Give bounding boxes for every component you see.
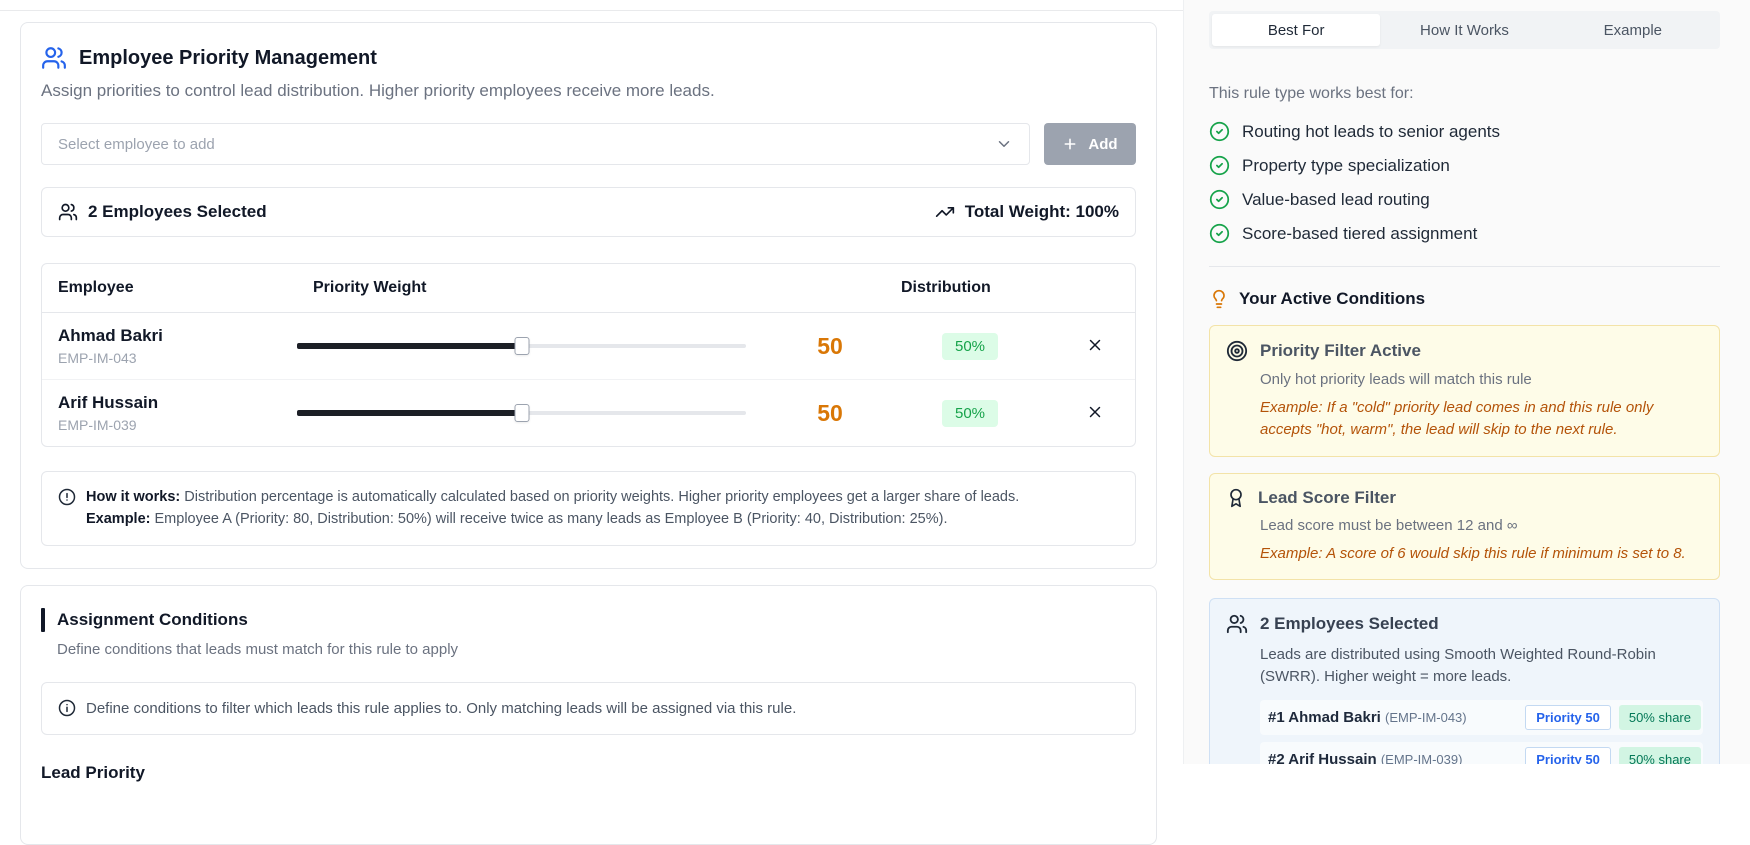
conditions-title: Assignment Conditions [57,609,248,629]
col-header-distribution: Distribution [901,279,991,296]
col-header-employee: Employee [58,279,134,296]
users-icon [58,202,78,222]
how-it-works-line: How it works: Distribution percentage is… [86,489,1020,505]
priority-weight-slider[interactable] [297,403,747,423]
employees-box-title: 2 Employees Selected [1260,614,1439,634]
alert-circle-icon [58,488,76,506]
lead-priority-label: Lead Priority [41,763,145,783]
condition-description: Lead score must be between 12 and ∞ [1260,516,1518,534]
how-it-works-example: Example: Employee A (Priority: 80, Distr… [86,511,948,528]
employee-summary-row: #1 Ahmad Bakri (EMP-IM-043) Priority 50 … [1260,699,1703,735]
employee-id: EMP-IM-043 [58,350,137,366]
close-icon [1086,403,1104,421]
section-accent-bar [41,607,45,632]
list-item: Routing hot leads to senior agents [1209,121,1720,142]
award-icon [1226,488,1246,508]
remove-employee-button[interactable] [1082,399,1108,428]
info-icon [58,699,76,717]
share-badge: 50% share [1618,746,1701,764]
priority-filter-card: Priority Filter Active Only hot priority… [1209,325,1720,457]
list-item: Value-based lead routing [1209,189,1720,210]
page-subtitle: Assign priorities to control lead distri… [41,81,715,100]
page-title: Employee Priority Management [79,46,377,69]
main-content: Employee Priority Management Assign prio… [20,22,1157,845]
tab-how-it-works[interactable]: How It Works [1420,21,1509,39]
add-button-label: Add [1088,135,1118,153]
employees-selected-card: 2 Employees Selected Leads are distribut… [1209,598,1720,764]
header-divider [0,10,1183,11]
remove-employee-button[interactable] [1082,332,1108,361]
lightbulb-icon [1209,289,1229,309]
condition-description: Only hot priority leads will match this … [1260,371,1532,388]
condition-title: Lead Score Filter [1258,487,1396,507]
distribution-badge: 50% [941,332,999,360]
employee-table: Employee Priority Weight Distribution Ah… [41,263,1136,447]
total-weight-value: Total Weight: 100% [964,202,1119,221]
employee-select[interactable]: Select employee to add [41,123,1030,165]
employees-selected-count: 2 Employees Selected [88,202,267,221]
sidebar-tabs: Best For How It Works Example [1209,11,1720,49]
users-icon [1226,613,1248,635]
chevron-down-icon [995,135,1013,153]
employee-select-placeholder: Select employee to add [58,135,215,153]
condition-title: Priority Filter Active [1260,341,1421,360]
users-icon [41,45,67,71]
slider-thumb[interactable] [514,404,530,422]
target-icon [1226,340,1248,362]
check-circle-icon [1209,223,1230,244]
assignment-conditions-card: Assignment Conditions Define conditions … [20,584,1157,845]
best-for-heading: This rule type works best for: [1209,85,1414,102]
conditions-subtitle: Define conditions that leads must match … [57,640,459,658]
share-badge: 50% share [1618,704,1701,730]
weight-value: 50 [817,332,843,359]
priority-weight-slider[interactable] [297,336,747,356]
table-header-row: Employee Priority Weight Distribution [42,264,1135,313]
conditions-info-note: Define conditions to filter which leads … [41,681,1136,736]
table-row: Ahmad Bakri EMP-IM-043 50 50% [42,313,1135,380]
help-sidebar: Best For How It Works Example This rule … [1183,0,1750,764]
employees-box-description: Leads are distributed using Smooth Weigh… [1260,646,1656,685]
employee-id: (EMP-IM-039) [1380,751,1463,764]
priority-badge: Priority 50 [1525,704,1611,730]
plus-icon [1062,136,1078,152]
check-circle-icon [1209,189,1230,210]
condition-example: Example: If a "cold" priority lead comes… [1260,399,1654,438]
selection-summary: 2 Employees Selected Total Weight: 100% [41,187,1136,237]
tab-example[interactable]: Example [1603,21,1662,39]
conditions-info-text: Define conditions to filter which leads … [86,699,797,717]
priority-badge: Priority 50 [1525,746,1611,764]
trending-up-icon [935,202,955,222]
active-conditions-heading: Your Active Conditions [1209,289,1720,309]
weight-value: 50 [817,399,843,426]
slider-thumb[interactable] [514,337,530,355]
employee-name: Ahmad Bakri [58,326,163,345]
how-it-works-note: How it works: Distribution percentage is… [41,471,1136,546]
col-header-weight: Priority Weight [313,279,427,296]
distribution-badge: 50% [941,399,999,427]
employee-id: (EMP-IM-043) [1385,709,1467,725]
table-row: Arif Hussain EMP-IM-039 50 50% [42,380,1135,446]
condition-example: Example: A score of 6 would skip this ru… [1260,544,1686,562]
tab-best-for[interactable]: Best For [1212,14,1381,46]
list-item: Property type specialization [1209,155,1720,176]
employee-name: Arif Hussain [58,393,159,412]
employee-priority-card: Employee Priority Management Assign prio… [20,22,1157,569]
lead-score-filter-card: Lead Score Filter Lead score must be bet… [1209,472,1720,581]
employee-id: EMP-IM-039 [58,417,137,433]
check-circle-icon [1209,121,1230,142]
add-employee-button[interactable]: Add [1044,123,1136,165]
best-for-list: Routing hot leads to senior agents Prope… [1209,121,1720,244]
close-icon [1086,336,1104,354]
sidebar-divider [1209,266,1720,267]
check-circle-icon [1209,155,1230,176]
employee-summary-row: #2 Arif Hussain (EMP-IM-039) Priority 50… [1260,741,1703,764]
list-item: Score-based tiered assignment [1209,223,1720,244]
